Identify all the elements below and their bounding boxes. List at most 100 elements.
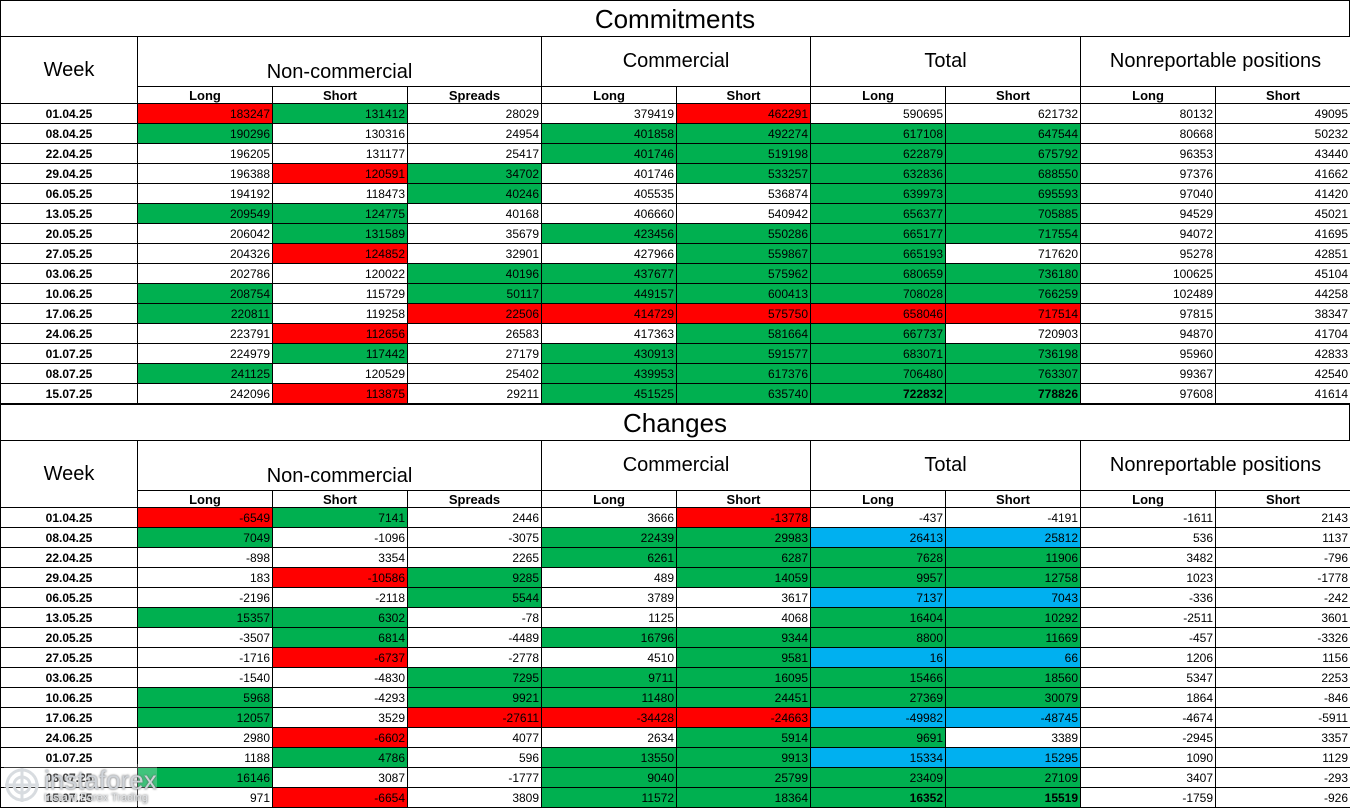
commitments-body: 01.04.25 183247 131412 28029 379419 462291 590…: [0, 103, 1350, 404]
value-cell: 124852: [272, 243, 408, 264]
table-row: 17.06.25 220811 119258 22506 414729 575750 658…: [0, 303, 1350, 324]
value-cell: 536: [1080, 527, 1217, 548]
value-cell: 720903: [945, 323, 1082, 344]
value-cell: 3389: [945, 727, 1082, 748]
value-cell: 15466: [810, 667, 947, 688]
table-row: 08.07.25 16146 3087 -1777 9040 25799 23409 2710…: [0, 767, 1350, 788]
table-row: 03.06.25 -1540 -4830 7295 9711 16095 15466 1856…: [0, 667, 1350, 688]
value-cell: 16: [810, 647, 947, 668]
value-cell: 439953: [541, 363, 678, 384]
value-cell: -1716: [137, 647, 273, 668]
value-cell: 708028: [810, 283, 947, 304]
value-cell: 117442: [272, 343, 408, 364]
value-cell: 3617: [676, 587, 812, 608]
value-cell: -3507: [137, 627, 273, 648]
week-cell: 13.05.25: [0, 203, 138, 224]
value-cell: 717514: [945, 303, 1082, 324]
commercial-header: Commercial: [541, 440, 812, 491]
value-cell: 1206: [1080, 647, 1217, 668]
sub-header-short: Short: [945, 490, 1082, 508]
value-cell: 15357: [137, 607, 273, 628]
value-cell: 4510: [541, 647, 678, 668]
value-cell: 43440: [1215, 143, 1350, 164]
table-row: 13.05.25 15357 6302 -78 1125 4068 16404 10292 -2…: [0, 607, 1350, 628]
watermark-brand: instaforex: [44, 764, 157, 795]
week-cell: 22.04.25: [0, 547, 138, 568]
value-cell: 9921: [406, 687, 543, 708]
week-cell: 01.04.25: [0, 507, 138, 528]
week-cell: 08.07.25: [0, 363, 138, 384]
table-row: 17.06.25 12057 3529 -27611 -34428 -24663 -4998…: [0, 707, 1350, 728]
value-cell: 688550: [945, 163, 1082, 184]
sub-header-short: Short: [272, 490, 408, 508]
value-cell: 4077: [406, 727, 543, 748]
table-row: 27.05.25 -1716 -6737 -2778 4510 9581 16 66 1206 1…: [0, 647, 1350, 668]
table-row: 10.06.25 5968 -4293 9921 11480 24451 27369 3007…: [0, 687, 1350, 708]
value-cell: 41614: [1215, 383, 1350, 404]
changes-title: Changes: [0, 404, 1350, 441]
value-cell: -3326: [1215, 627, 1350, 648]
value-cell: 9344: [676, 627, 812, 648]
value-cell: 5968: [137, 687, 273, 708]
value-cell: 647544: [945, 123, 1082, 144]
value-cell: 449157: [541, 283, 678, 304]
value-cell: 600413: [676, 283, 812, 304]
value-cell: 24954: [406, 123, 543, 144]
value-cell: 118473: [272, 183, 408, 204]
value-cell: 120022: [272, 263, 408, 284]
value-cell: 12758: [945, 567, 1082, 588]
value-cell: 95960: [1080, 343, 1217, 364]
value-cell: 28029: [406, 103, 543, 124]
value-cell: 423456: [541, 223, 678, 244]
value-cell: -1759: [1080, 787, 1217, 808]
value-cell: 591577: [676, 343, 812, 364]
value-cell: 581664: [676, 323, 812, 344]
value-cell: 26413: [810, 527, 947, 548]
value-cell: 1125: [541, 607, 678, 628]
table-row: 01.04.25 -6549 7141 2446 3666 -13778 -437 -4191…: [0, 507, 1350, 528]
value-cell: 202786: [137, 263, 273, 284]
value-cell: 131177: [272, 143, 408, 164]
value-cell: 16095: [676, 667, 812, 688]
value-cell: 183: [137, 567, 273, 588]
value-cell: -2778: [406, 647, 543, 668]
value-cell: 16404: [810, 607, 947, 628]
value-cell: 9957: [810, 567, 947, 588]
value-cell: -1096: [272, 527, 408, 548]
value-cell: 94529: [1080, 203, 1217, 224]
value-cell: 665193: [810, 243, 947, 264]
value-cell: -2118: [272, 587, 408, 608]
value-cell: 3789: [541, 587, 678, 608]
sub-header-short: Short: [1215, 86, 1350, 104]
value-cell: 6287: [676, 547, 812, 568]
instaforex-logo-icon: [5, 768, 39, 802]
value-cell: -4293: [272, 687, 408, 708]
value-cell: 658046: [810, 303, 947, 324]
value-cell: 7628: [810, 547, 947, 568]
table-row: 20.05.25 206042 131589 35679 423456 550286 665…: [0, 223, 1350, 244]
value-cell: 575750: [676, 303, 812, 324]
value-cell: 42540: [1215, 363, 1350, 384]
value-cell: -27611: [406, 707, 543, 728]
week-cell: 24.06.25: [0, 323, 138, 344]
value-cell: 7295: [406, 667, 543, 688]
sub-header-long: Long: [1080, 86, 1217, 104]
value-cell: 115729: [272, 283, 408, 304]
value-cell: 242096: [137, 383, 273, 404]
value-cell: 204326: [137, 243, 273, 264]
week-cell: 03.06.25: [0, 667, 138, 688]
value-cell: 35679: [406, 223, 543, 244]
value-cell: -2945: [1080, 727, 1217, 748]
value-cell: 1864: [1080, 687, 1217, 708]
value-cell: 9711: [541, 667, 678, 688]
value-cell: 42851: [1215, 243, 1350, 264]
value-cell: 66: [945, 647, 1082, 668]
value-cell: 2446: [406, 507, 543, 528]
value-cell: 22506: [406, 303, 543, 324]
value-cell: 44258: [1215, 283, 1350, 304]
value-cell: 5347: [1080, 667, 1217, 688]
table-row: 01.07.25 1188 4786 596 13550 9913 15334 15295 10…: [0, 747, 1350, 768]
value-cell: 7137: [810, 587, 947, 608]
value-cell: 3809: [406, 787, 543, 808]
table-row: 24.06.25 2980 -6602 4077 2634 5914 9691 3389 -29…: [0, 727, 1350, 748]
